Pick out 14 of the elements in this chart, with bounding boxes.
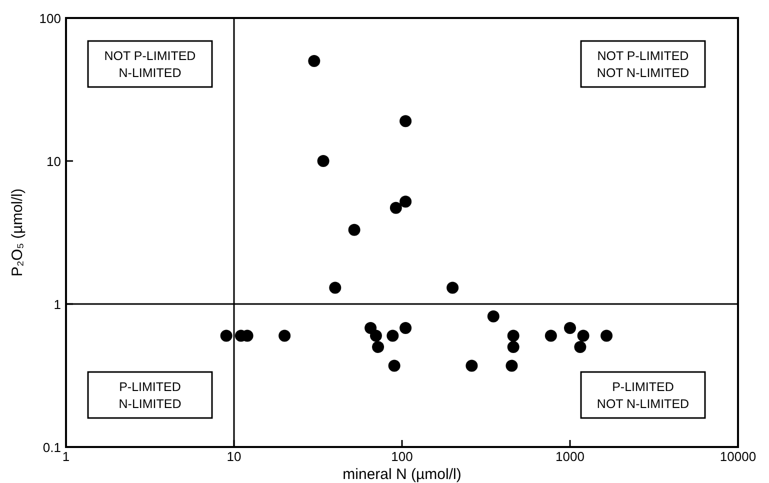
y-tick-label: 1 [54,297,61,312]
annotation: P-LIMITED N-LIMITED [118,380,182,411]
y-tick-label: 100 [39,11,61,26]
y-axis-title: P₂O₅ (µmol/l) [9,188,26,277]
x-tick-label: 100 [391,449,413,464]
y-tick-label: 0.1 [42,440,61,455]
x-axis-title: mineral N (µmol/l) [342,466,462,483]
y-tick-label: 10 [46,154,61,169]
x-tick-label: 1000 [556,449,584,464]
annotation: NOT P-LIMITED NOT N-LIMITED [596,49,690,80]
x-tick-label: 10 [226,449,242,464]
x-tick-label: 10000 [720,449,756,464]
annotation: P-LIMITED NOT N-LIMITED [596,380,690,411]
annotation: NOT P-LIMITED N-LIMITED [104,49,196,80]
